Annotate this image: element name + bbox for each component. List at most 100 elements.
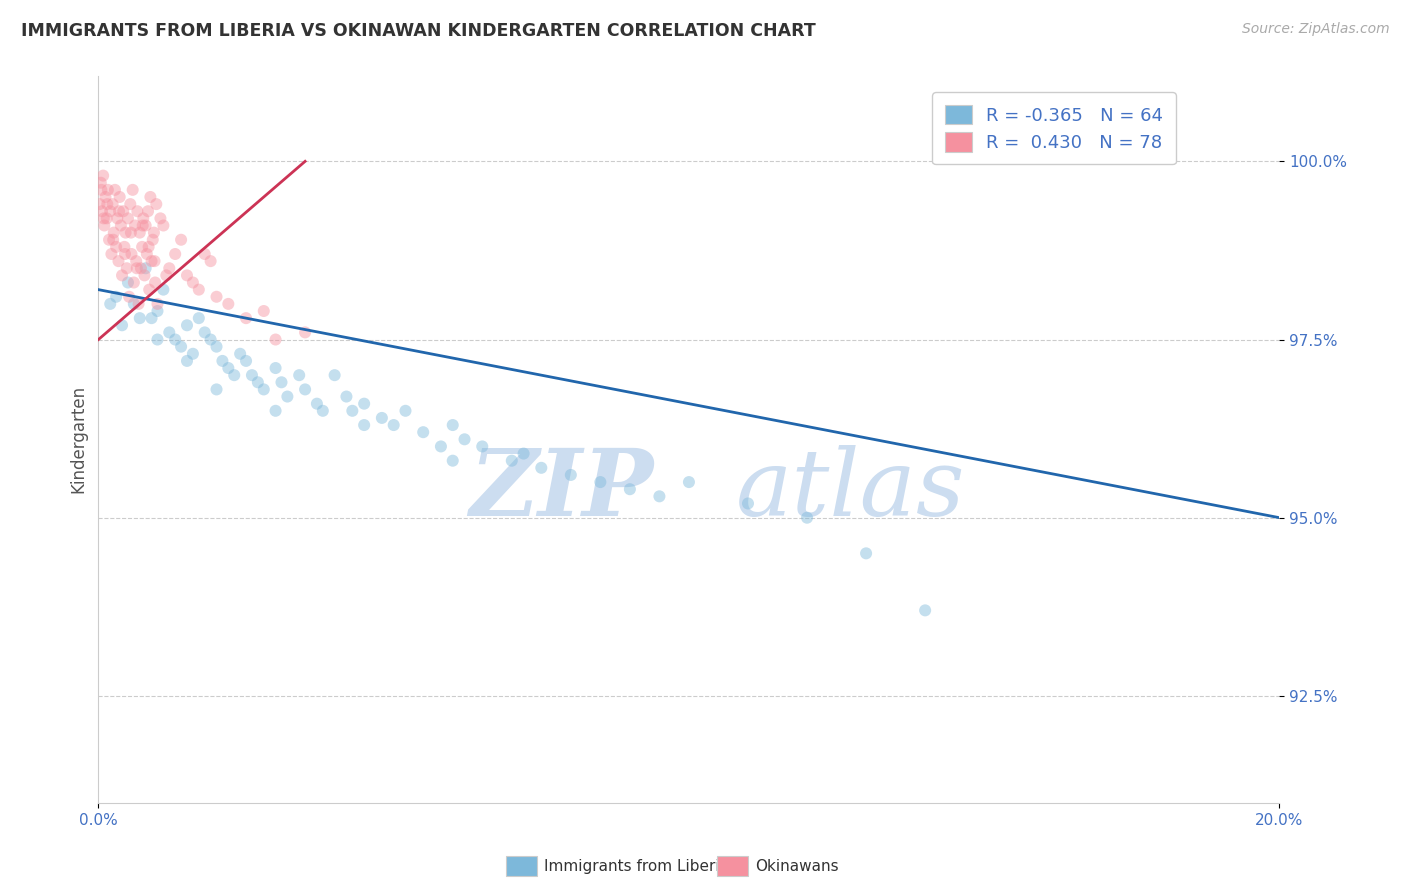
Point bbox=[194, 326, 217, 340]
Point bbox=[253, 383, 276, 397]
Point bbox=[176, 354, 198, 368]
Point bbox=[96, 211, 118, 226]
Point bbox=[235, 354, 257, 368]
Point bbox=[176, 318, 198, 333]
Point bbox=[97, 183, 120, 197]
Point bbox=[89, 197, 111, 211]
Point bbox=[98, 204, 121, 219]
Point bbox=[796, 510, 818, 524]
Point bbox=[105, 211, 128, 226]
Point bbox=[93, 211, 115, 226]
Point bbox=[107, 254, 129, 268]
Point bbox=[122, 297, 145, 311]
Point bbox=[264, 404, 287, 418]
Point bbox=[441, 418, 464, 433]
Point bbox=[187, 283, 209, 297]
Point bbox=[143, 254, 166, 268]
Point bbox=[127, 204, 149, 219]
Point bbox=[90, 176, 112, 190]
Point bbox=[394, 404, 416, 418]
Point bbox=[125, 261, 148, 276]
Point bbox=[114, 226, 136, 240]
Point bbox=[90, 183, 112, 197]
Point bbox=[117, 211, 139, 226]
Point bbox=[91, 204, 114, 219]
Point bbox=[103, 233, 125, 247]
Point bbox=[121, 247, 143, 261]
Point bbox=[105, 240, 128, 254]
Point bbox=[181, 347, 204, 361]
Point bbox=[115, 261, 138, 276]
Point bbox=[98, 233, 121, 247]
Point bbox=[105, 290, 128, 304]
Point bbox=[342, 404, 364, 418]
Point bbox=[132, 219, 155, 233]
Point bbox=[560, 467, 582, 482]
Point bbox=[217, 361, 239, 376]
Point bbox=[200, 333, 222, 347]
Point bbox=[135, 219, 157, 233]
Point bbox=[120, 197, 142, 211]
Point bbox=[253, 304, 276, 318]
Point bbox=[142, 226, 165, 240]
Point bbox=[412, 425, 434, 440]
Point bbox=[108, 190, 131, 204]
Point bbox=[93, 219, 115, 233]
Point bbox=[134, 268, 156, 283]
Point bbox=[135, 247, 157, 261]
Point bbox=[132, 211, 155, 226]
Point bbox=[103, 226, 125, 240]
Point bbox=[112, 204, 135, 219]
Point bbox=[143, 276, 166, 290]
Point bbox=[142, 233, 165, 247]
Point bbox=[240, 368, 263, 383]
Point bbox=[205, 290, 228, 304]
Point bbox=[501, 453, 523, 467]
Point bbox=[270, 376, 292, 390]
Point bbox=[157, 261, 180, 276]
Point bbox=[110, 219, 132, 233]
Point bbox=[104, 183, 127, 197]
Text: Source: ZipAtlas.com: Source: ZipAtlas.com bbox=[1241, 22, 1389, 37]
Point bbox=[136, 204, 159, 219]
Point bbox=[152, 283, 174, 297]
Point bbox=[200, 254, 222, 268]
Text: Okinawans: Okinawans bbox=[755, 859, 838, 873]
Point bbox=[165, 247, 187, 261]
Point bbox=[121, 183, 143, 197]
Point bbox=[235, 311, 257, 326]
Point bbox=[176, 268, 198, 283]
Point bbox=[124, 219, 146, 233]
Point bbox=[312, 404, 335, 418]
Y-axis label: Kindergarten: Kindergarten bbox=[69, 385, 87, 493]
Point bbox=[138, 283, 160, 297]
Point bbox=[128, 297, 150, 311]
Point bbox=[276, 390, 298, 404]
Point bbox=[101, 197, 124, 211]
Point bbox=[108, 204, 131, 219]
Point bbox=[217, 297, 239, 311]
Point bbox=[125, 254, 148, 268]
Point bbox=[170, 233, 193, 247]
Point bbox=[146, 297, 169, 311]
Point bbox=[139, 190, 162, 204]
Point bbox=[648, 489, 671, 503]
Point bbox=[246, 376, 269, 390]
Point bbox=[453, 433, 475, 447]
Point bbox=[294, 383, 316, 397]
Point bbox=[146, 333, 169, 347]
Point bbox=[111, 318, 134, 333]
Point bbox=[98, 297, 121, 311]
Point bbox=[288, 368, 311, 383]
Point bbox=[165, 333, 187, 347]
Point bbox=[264, 333, 287, 347]
Point bbox=[128, 226, 150, 240]
Point bbox=[323, 368, 346, 383]
Point bbox=[471, 439, 494, 453]
Text: ZIP: ZIP bbox=[470, 445, 654, 535]
Point bbox=[96, 197, 118, 211]
Point bbox=[131, 240, 153, 254]
Point bbox=[224, 368, 246, 383]
Point bbox=[430, 439, 453, 453]
Point bbox=[855, 546, 877, 560]
